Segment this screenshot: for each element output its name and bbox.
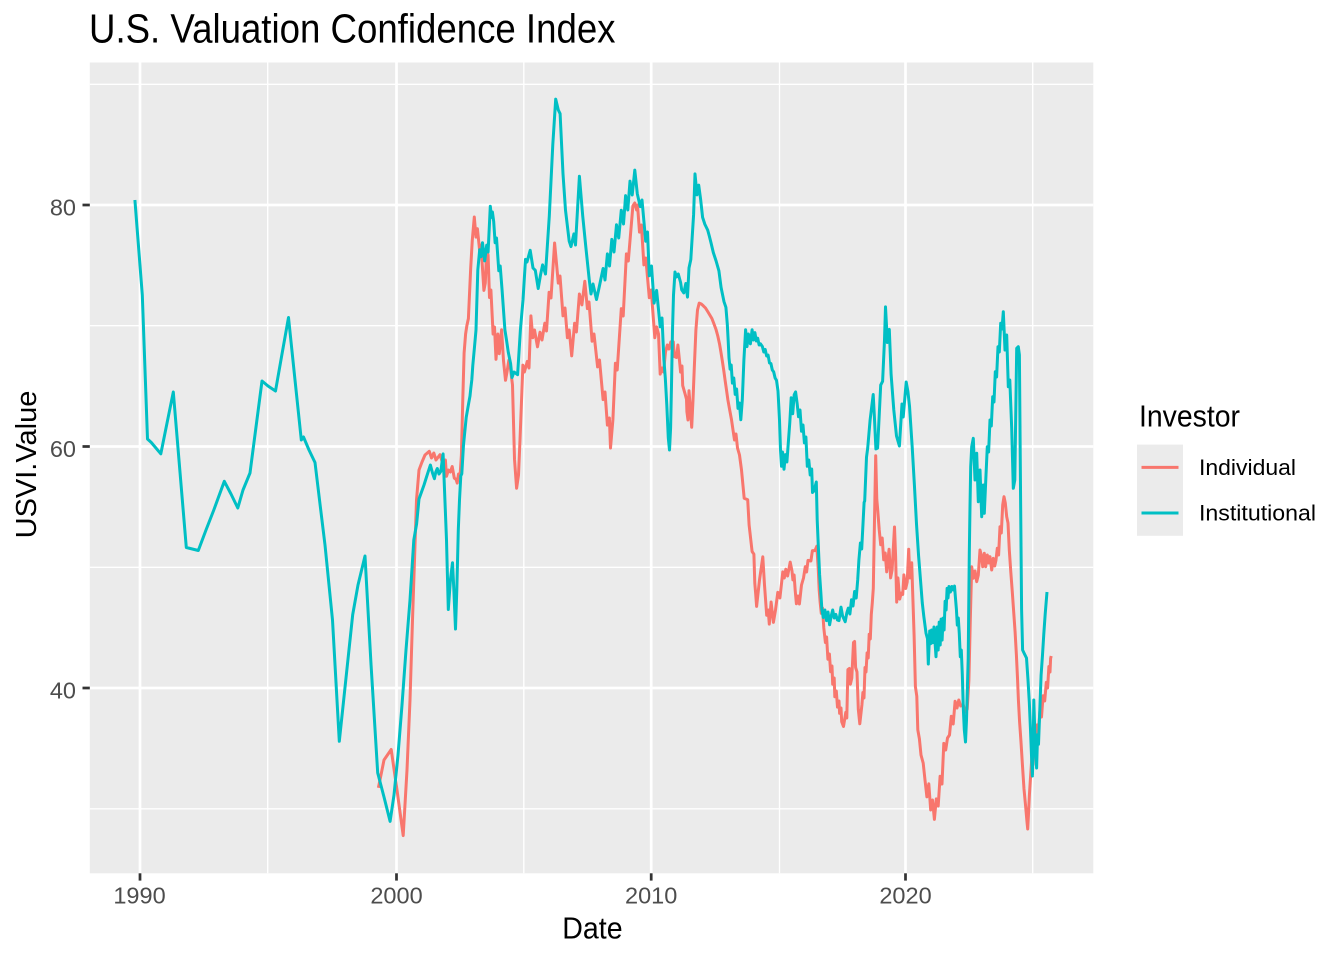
svg-text:Individual: Individual [1199,455,1296,480]
svg-text:2000: 2000 [370,883,422,909]
svg-text:60: 60 [50,436,76,462]
svg-text:2020: 2020 [879,883,931,909]
svg-text:Date: Date [562,911,622,945]
svg-text:Institutional: Institutional [1199,501,1316,526]
svg-text:2010: 2010 [625,883,677,909]
svg-text:40: 40 [50,677,76,703]
svg-text:1990: 1990 [113,883,165,909]
svg-text:Investor: Investor [1139,399,1240,434]
svg-text:U.S. Valuation Confidence Inde: U.S. Valuation Confidence Index [89,5,616,51]
svg-text:USVI.Value: USVI.Value [11,391,43,539]
svg-text:80: 80 [50,194,76,220]
